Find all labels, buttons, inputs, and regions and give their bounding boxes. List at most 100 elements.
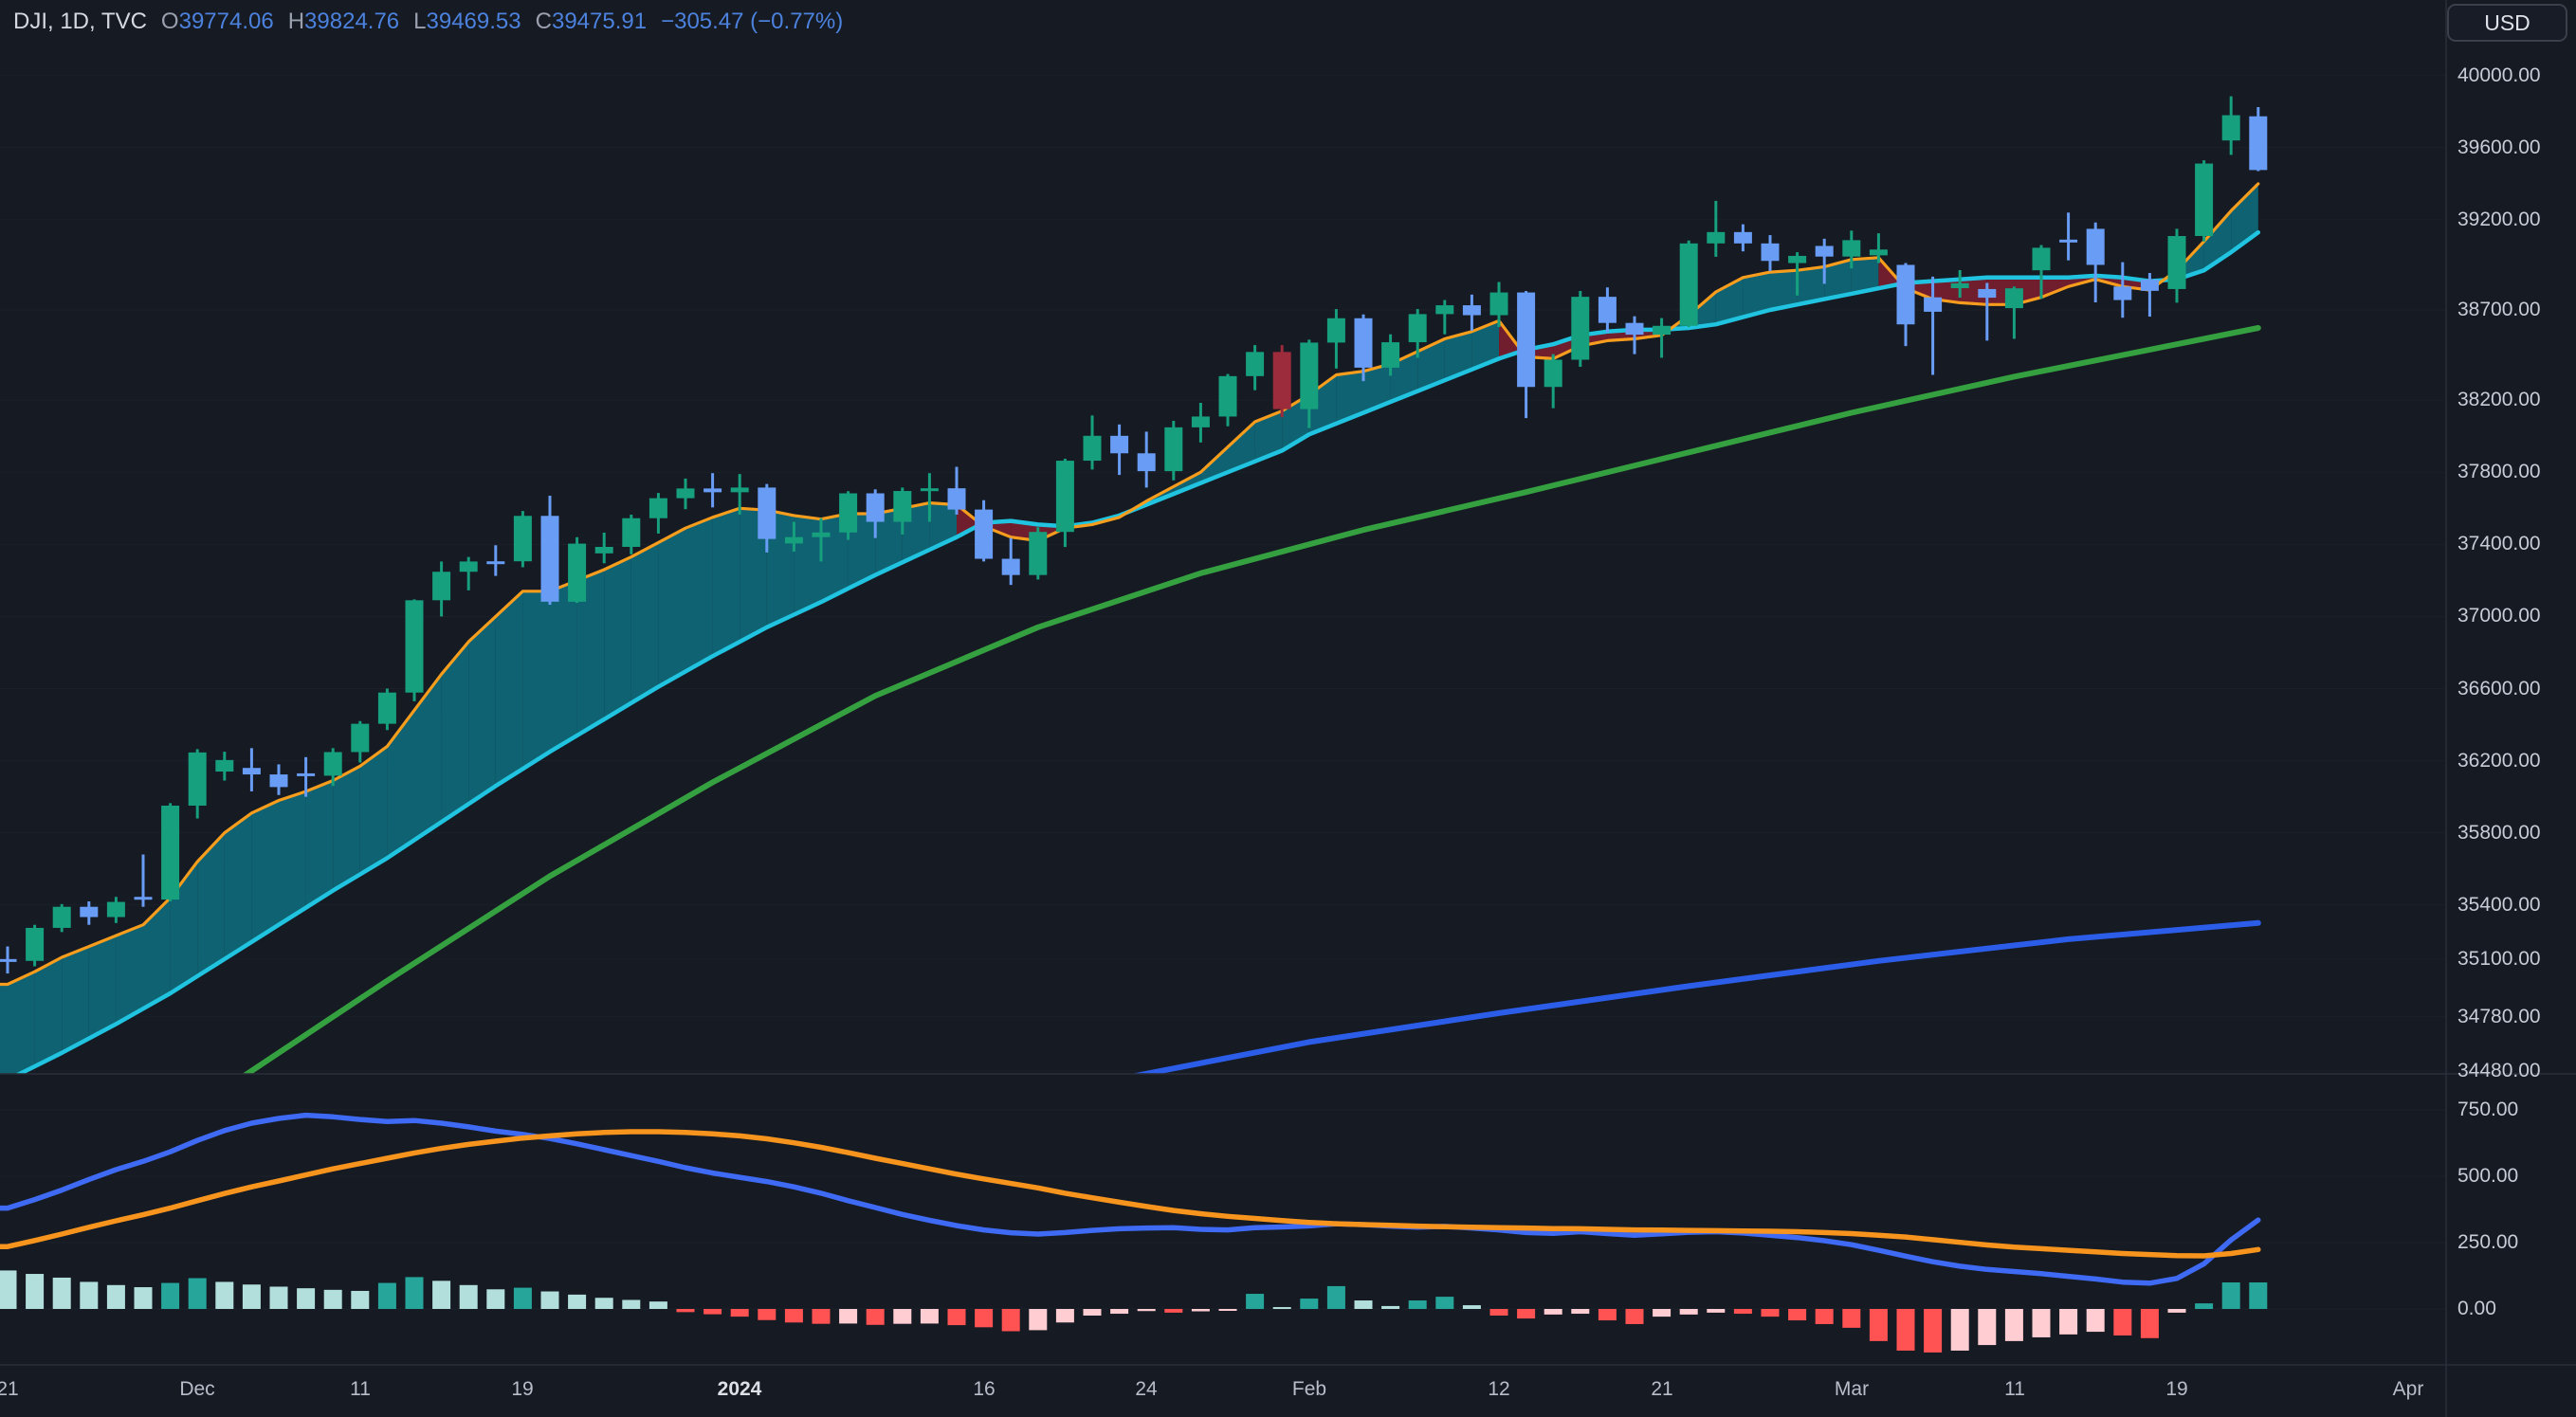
histogram-bar: [730, 1309, 749, 1317]
histogram-bar: [1544, 1309, 1562, 1315]
candle: [947, 488, 966, 510]
candle: [242, 768, 261, 775]
histogram-bar: [1598, 1309, 1617, 1321]
oscillator-blue-line: [0, 1112, 2261, 1286]
candle: [920, 488, 939, 492]
chart-legend: DJI, 1D, TVC O39774.06 H39824.76 L39469.…: [13, 9, 843, 35]
candle: [1462, 305, 1481, 316]
histogram-bar: [2221, 1282, 2240, 1309]
candle: [2032, 247, 2051, 271]
histogram-bar: [1110, 1309, 1129, 1315]
candle: [297, 772, 316, 776]
candle: [1950, 282, 1969, 288]
price-axis-label: 39200.00: [2457, 208, 2541, 230]
histogram-bar: [0, 1270, 17, 1309]
ma-green-line: [242, 325, 2261, 1074]
time-axis-label: Mar: [1834, 1378, 1870, 1400]
histogram-bar: [1408, 1300, 1427, 1309]
candle: [2004, 288, 2023, 309]
histogram-bar: [106, 1284, 125, 1309]
candle: [1598, 297, 1617, 323]
histogram-bar: [405, 1277, 424, 1309]
candle: [1653, 325, 1672, 336]
time-axis-label: 11: [2004, 1378, 2025, 1400]
price-axis-label: 35800.00: [2457, 821, 2541, 844]
open-label: O: [160, 9, 179, 34]
histogram-bar: [1950, 1309, 1969, 1351]
histogram-bar: [242, 1284, 261, 1309]
price-axis[interactable]: 40000.00 39600.00 39200.00 38700.00 38200.00…: [2446, 0, 2576, 1365]
candle: [432, 572, 451, 601]
candle: [2113, 286, 2132, 300]
candle: [80, 906, 99, 917]
candle: [2221, 115, 2240, 141]
time-axis-label: Dec: [179, 1378, 215, 1400]
histogram-bar: [80, 1281, 99, 1309]
histogram-bar: [1571, 1309, 1590, 1315]
candle: [1815, 245, 1834, 257]
candle: [2140, 279, 2159, 291]
histogram-bar: [297, 1288, 316, 1309]
histogram-bar: [2032, 1309, 2051, 1337]
histogram-bar: [622, 1299, 641, 1309]
histogram-bar: [1869, 1309, 1888, 1341]
candle: [1679, 243, 1698, 326]
candle: [1707, 231, 1726, 244]
low-label: L: [413, 9, 427, 34]
candle: [1435, 305, 1454, 315]
candles-layer: [0, 96, 2268, 974]
candle: [1842, 240, 1861, 257]
candle: [1083, 435, 1102, 462]
histogram-bar: [1625, 1309, 1644, 1324]
histogram-bar: [2140, 1309, 2159, 1338]
price-axis-label: 37000.00: [2457, 605, 2541, 627]
candle: [594, 546, 613, 554]
histogram-bar: [269, 1286, 288, 1309]
currency-toggle-button[interactable]: USD: [2447, 4, 2567, 42]
histogram-bar: [26, 1274, 45, 1309]
histogram-bar: [432, 1281, 451, 1309]
candle: [1246, 352, 1265, 376]
histogram-bar: [1246, 1294, 1265, 1309]
histogram-bar: [812, 1309, 831, 1324]
histogram-bar: [649, 1301, 667, 1309]
candle: [188, 752, 207, 806]
price-axis-label: 38700.00: [2457, 299, 2541, 321]
price-pane: [0, 96, 2268, 1074]
candle: [839, 493, 858, 533]
candle: [1381, 342, 1400, 368]
candle: [1300, 342, 1319, 409]
histogram-bar: [1137, 1309, 1156, 1312]
close-label: C: [535, 9, 552, 34]
indicator-axis-label: 500.00: [2457, 1165, 2519, 1187]
histogram-bar: [1679, 1309, 1698, 1315]
ema-slow-line: [14, 229, 2261, 1074]
time-axis-label: Apr: [2392, 1378, 2424, 1400]
indicator-axis-label: 750.00: [2457, 1099, 2519, 1120]
ema-ribbon-fill: [0, 183, 2258, 1074]
histogram-bar: [594, 1298, 613, 1309]
low-value: 39469.53: [426, 9, 521, 34]
histogram-bar: [1653, 1309, 1672, 1317]
time-axis[interactable]: 21 Dec 11 19 2024 16 24 Feb 12 21 Mar 11 19 Apr: [0, 1365, 2576, 1417]
candle: [649, 498, 667, 518]
price-axis-label: 39600.00: [2457, 136, 2541, 158]
oscillator-orange-line: [0, 1129, 2261, 1259]
grid-lines: [0, 75, 2446, 1310]
candle: [975, 509, 994, 559]
symbol-title[interactable]: DJI, 1D, TVC: [13, 9, 147, 34]
candle: [0, 958, 17, 962]
histogram-bar: [1842, 1309, 1861, 1328]
histogram-bar: [1326, 1285, 1345, 1309]
ohlc-low: L39469.53: [413, 9, 521, 35]
candle: [1761, 243, 1780, 262]
histogram-bar: [1978, 1309, 1997, 1346]
candle: [703, 488, 722, 493]
candle: [52, 906, 71, 928]
histogram-bar: [920, 1309, 939, 1324]
histogram-bar: [1191, 1309, 1210, 1312]
histogram-bar: [1761, 1309, 1780, 1317]
price-axis-label: 36200.00: [2457, 749, 2541, 772]
